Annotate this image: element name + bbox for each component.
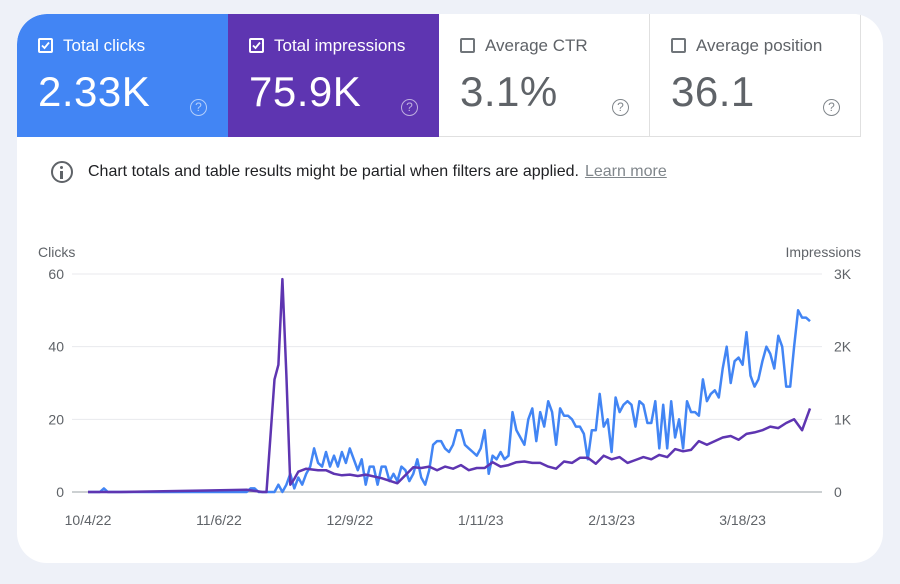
right-axis-tick: 1K (834, 411, 852, 427)
checkbox-checked-icon[interactable] (38, 38, 53, 53)
left-axis-tick: 40 (48, 339, 64, 355)
right-axis-tick: 3K (834, 266, 852, 282)
right-axis-label: Impressions (786, 244, 861, 260)
checkbox-unchecked-icon[interactable] (671, 38, 686, 53)
left-axis-tick: 0 (56, 484, 64, 500)
checkbox-unchecked-icon[interactable] (460, 38, 475, 53)
metric-cards: Total clicks 2.33K ? Total impressions 7… (17, 14, 861, 137)
metric-value: 2.33K (38, 68, 151, 115)
metric-card-average-ctr[interactable]: Average CTR 3.1% ? (439, 14, 650, 137)
x-axis-tick: 3/18/23 (719, 512, 766, 528)
x-axis-tick: 12/9/22 (326, 512, 373, 528)
notice-text: Chart totals and table results might be … (88, 163, 579, 180)
x-axis-tick: 10/4/22 (65, 512, 112, 528)
help-icon[interactable]: ? (612, 99, 629, 116)
help-icon[interactable]: ? (401, 99, 418, 116)
left-axis-label: Clicks (38, 244, 75, 260)
metric-label: Average CTR (485, 36, 588, 55)
metric-value: 75.9K (249, 68, 362, 115)
series-line-impressions (88, 277, 812, 494)
left-axis-tick: 20 (48, 411, 64, 427)
partial-data-notice: Chart totals and table results might be … (51, 161, 667, 183)
right-axis-tick: 0 (834, 484, 842, 500)
help-icon[interactable]: ? (190, 99, 207, 116)
x-axis-tick: 1/11/23 (458, 512, 504, 528)
series-line-clicks (88, 309, 811, 494)
left-axis-tick: 60 (48, 266, 64, 282)
help-icon[interactable]: ? (823, 99, 840, 116)
checkbox-checked-icon[interactable] (249, 38, 264, 53)
performance-panel: Total clicks 2.33K ? Total impressions 7… (17, 14, 883, 563)
metric-label: Average position (696, 36, 823, 55)
metric-card-total-clicks[interactable]: Total clicks 2.33K ? (17, 14, 228, 137)
metric-card-total-impressions[interactable]: Total impressions 75.9K ? (228, 14, 439, 137)
info-icon (51, 161, 73, 183)
right-axis-tick: 2K (834, 339, 852, 355)
metric-label: Total clicks (63, 36, 146, 55)
x-axis-tick: 11/6/22 (196, 512, 242, 528)
metric-label: Total impressions (274, 36, 406, 55)
learn-more-link[interactable]: Learn more (584, 163, 667, 180)
x-axis-tick: 2/13/23 (588, 512, 635, 528)
metric-card-average-position[interactable]: Average position 36.1 ? (650, 14, 861, 137)
metric-value: 3.1% (460, 68, 558, 115)
metric-value: 36.1 (671, 68, 755, 115)
